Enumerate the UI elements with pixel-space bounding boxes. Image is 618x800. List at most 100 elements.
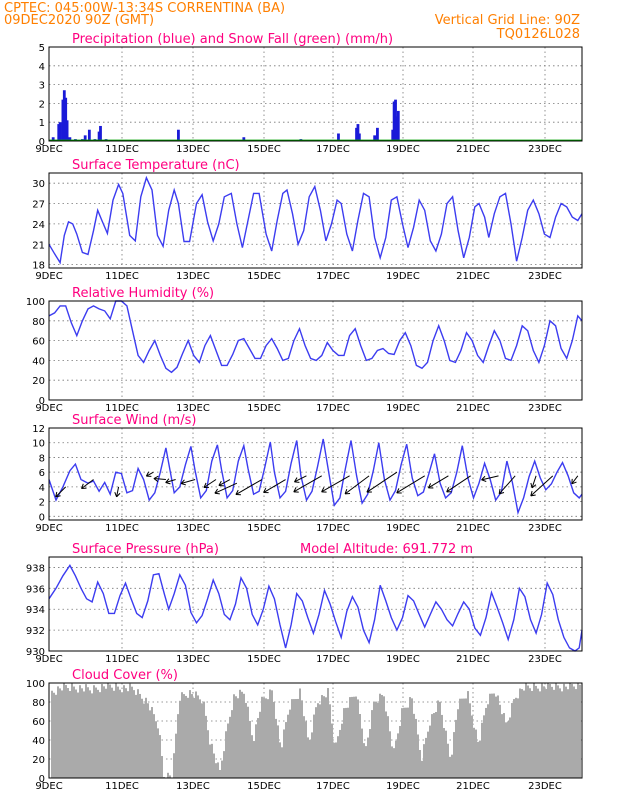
cloud-column <box>241 691 243 778</box>
cloud-column <box>135 694 137 778</box>
wind-vector-head <box>218 480 224 487</box>
cloud-column <box>255 724 257 778</box>
cloud-column <box>511 703 513 778</box>
cloud-column <box>425 737 427 778</box>
cloud-column <box>271 690 273 778</box>
header-date: 09DEC2020 90Z (GMT) <box>4 13 154 28</box>
wind-vector-head <box>530 490 536 497</box>
cloud-column <box>453 732 455 778</box>
cloud-column <box>421 760 423 778</box>
cloud-column <box>417 734 419 778</box>
wind-vector <box>203 479 217 488</box>
x-tick-label: 21DEC <box>456 654 490 665</box>
cloud-column <box>459 698 461 778</box>
panel-frame <box>48 682 583 779</box>
wind-vector-head <box>366 487 372 493</box>
cloud-column <box>557 685 559 778</box>
cloud-column <box>305 721 307 778</box>
cloud-column <box>275 718 277 778</box>
cloud-column <box>181 692 183 778</box>
cloud-column <box>467 691 469 778</box>
cloud-column <box>189 690 191 778</box>
cloud-column <box>257 718 259 778</box>
precip-bar <box>357 133 361 141</box>
x-tick-label: 13DEC <box>176 523 210 534</box>
cloud-column <box>577 683 579 778</box>
precip-bar <box>242 137 246 141</box>
cloud-column <box>187 697 189 778</box>
wind-vector-head <box>498 488 505 495</box>
x-tick-label: 13DEC <box>176 781 210 792</box>
cloud-column <box>367 737 369 778</box>
cloud-column <box>69 691 71 778</box>
cloud-column <box>363 743 365 778</box>
cloud-column <box>259 711 261 778</box>
wind-vector <box>446 475 471 493</box>
cloud-column <box>517 698 519 778</box>
cloud-column <box>175 733 177 778</box>
cloud-column <box>403 707 405 778</box>
x-tick-label: 11DEC <box>105 781 139 792</box>
x-tick-label: 9DEC <box>35 403 62 414</box>
x-tick-label: 11DEC <box>105 144 139 155</box>
wind-vector-head <box>165 478 171 485</box>
wind-vector <box>263 479 286 493</box>
panel-title: Precipitation (blue) and Snow Fall (gree… <box>72 32 393 47</box>
cloud-column <box>331 723 333 778</box>
cloud-column <box>477 741 479 778</box>
cloud-column <box>313 714 315 778</box>
cloud-column <box>415 718 417 778</box>
cloud-column <box>195 691 197 778</box>
cloud-column <box>523 690 525 778</box>
cloud-column <box>377 702 379 778</box>
cloud-column <box>437 700 439 778</box>
cloud-column <box>571 683 573 778</box>
y-tick-label: 938 <box>26 563 45 574</box>
precip-bar <box>58 122 62 141</box>
x-tick-label: 11DEC <box>105 271 139 282</box>
cloud-column <box>527 685 529 778</box>
cloud-column <box>359 714 361 778</box>
cloud-column <box>369 729 371 778</box>
panel-frame <box>48 300 583 401</box>
x-tick-label: 23DEC <box>528 271 562 282</box>
wind-vector-head <box>481 475 487 482</box>
cloud-column <box>509 717 511 778</box>
cloud-column <box>471 715 473 778</box>
wind-vector <box>396 475 426 494</box>
panel-precip: 0 1 2 3 4 5 9DEC 11DEC 13DEC 15DEC 17DEC 19DEC 21DEC… <box>35 32 583 155</box>
cloud-column <box>103 686 105 778</box>
wind-vector <box>531 475 537 488</box>
cloud-column <box>291 699 293 778</box>
panel-title: Surface Temperature (nC) <box>72 158 240 173</box>
cloud-column <box>543 686 545 778</box>
cloud-column <box>95 687 97 778</box>
cloud-column <box>101 684 103 778</box>
y-tick-label: 0 <box>39 396 45 407</box>
cloud-column <box>535 685 537 778</box>
cloud-column <box>561 691 563 778</box>
wind-vector <box>81 479 94 489</box>
cloud-column <box>245 702 247 778</box>
cloud-column <box>229 716 231 778</box>
wind-vector <box>294 475 307 483</box>
cloud-column <box>149 710 151 778</box>
cloud-column <box>409 697 411 778</box>
x-tick-label: 21DEC <box>456 144 490 155</box>
cloud-column <box>491 693 493 778</box>
cloud-column <box>167 772 169 778</box>
precip-bar <box>99 125 102 141</box>
cloud-column <box>219 770 221 778</box>
cloud-column <box>555 683 557 778</box>
x-tick-label: 19DEC <box>386 403 420 414</box>
cloud-column <box>127 691 129 778</box>
x-tick-label: 17DEC <box>316 523 350 534</box>
x-tick-label: 21DEC <box>456 271 490 282</box>
cloud-column <box>79 685 81 778</box>
x-tick-label: 23DEC <box>528 144 562 155</box>
cloud-column <box>111 687 113 778</box>
cloud-column <box>445 730 447 778</box>
cloud-column <box>383 696 385 778</box>
y-tick-label: 60 <box>32 337 45 348</box>
cloud-column <box>243 693 245 778</box>
